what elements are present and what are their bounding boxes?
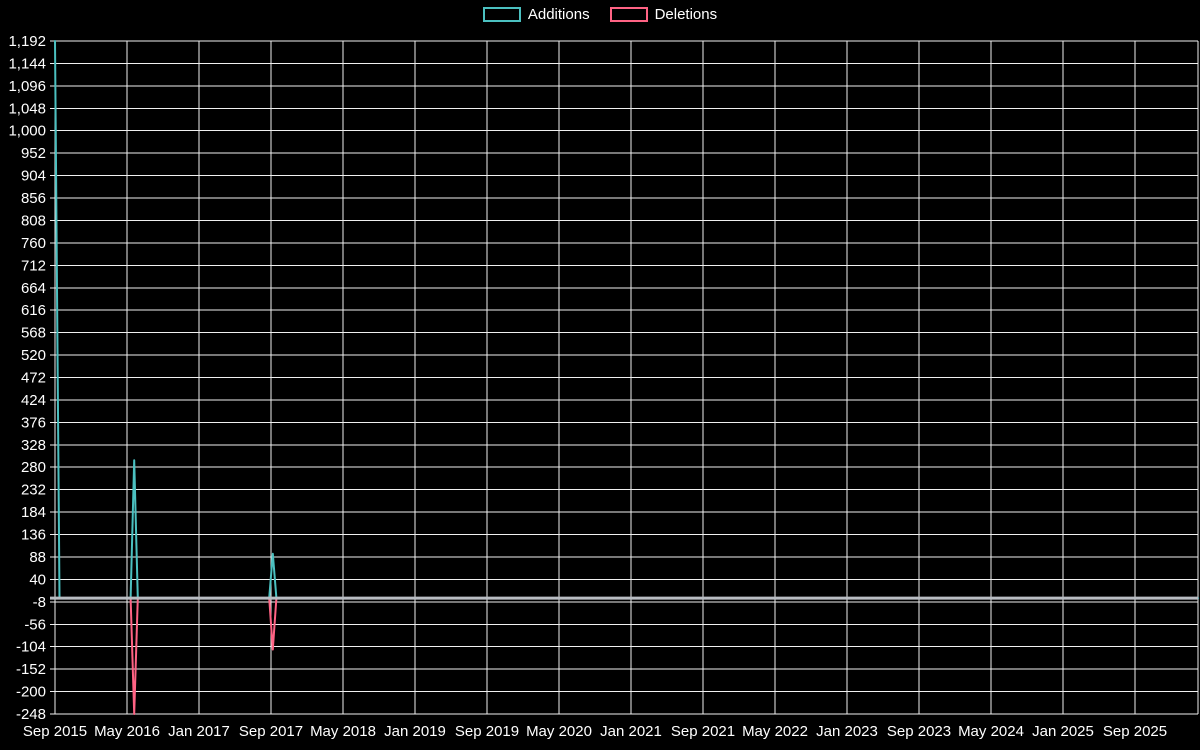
y-axis-tick-label: 1,096 bbox=[8, 78, 46, 95]
x-axis-tick-label: Sep 2025 bbox=[1103, 723, 1167, 740]
chart-legend: Additions Deletions bbox=[0, 7, 1200, 22]
y-axis-tick-label: -200 bbox=[16, 684, 46, 701]
y-axis-tick-label: 40 bbox=[29, 571, 46, 588]
y-axis-tick-label: 136 bbox=[21, 527, 46, 544]
y-axis-tick-label: 664 bbox=[21, 280, 46, 297]
y-axis-tick-label: 376 bbox=[21, 414, 46, 431]
y-axis-tick-label: 952 bbox=[21, 145, 46, 162]
x-axis-tick-label: Jan 2025 bbox=[1032, 723, 1094, 740]
x-axis-tick-label: Sep 2017 bbox=[239, 723, 303, 740]
y-axis-tick-label: 1,192 bbox=[8, 33, 46, 50]
y-axis-tick-label: -152 bbox=[16, 661, 46, 678]
x-axis-tick-label: Jan 2023 bbox=[816, 723, 878, 740]
y-axis-tick-label: 760 bbox=[21, 235, 46, 252]
deletions-swatch bbox=[609, 7, 648, 22]
y-axis-tick-label: 904 bbox=[21, 168, 46, 185]
y-axis-tick-label: -248 bbox=[16, 706, 46, 723]
y-axis-tick-label: 1,000 bbox=[8, 123, 46, 140]
y-axis-tick-label: -104 bbox=[16, 639, 46, 656]
y-axis-tick-label: 328 bbox=[21, 437, 46, 454]
deletions-legend-label: Deletions bbox=[654, 6, 718, 23]
y-axis-tick-label: 568 bbox=[21, 325, 46, 342]
y-axis-tick-label: 1,048 bbox=[8, 100, 46, 117]
y-axis-tick-label: 424 bbox=[21, 392, 46, 409]
y-axis-tick-label: 184 bbox=[21, 504, 46, 521]
y-axis-tick-label: 1,144 bbox=[8, 55, 46, 72]
legend-item-deletions[interactable]: Deletions bbox=[609, 6, 718, 23]
x-axis-tick-label: Sep 2015 bbox=[23, 723, 87, 740]
y-axis-tick-label: 808 bbox=[21, 212, 46, 229]
additions-line bbox=[54, 40, 1199, 600]
y-axis-tick-label: 616 bbox=[21, 302, 46, 319]
legend-item-additions[interactable]: Additions bbox=[482, 6, 590, 23]
x-axis-tick-label: Sep 2021 bbox=[671, 723, 735, 740]
x-axis-tick-label: May 2020 bbox=[526, 723, 592, 740]
x-axis-tick-label: Jan 2017 bbox=[168, 723, 230, 740]
y-axis-tick-label: -56 bbox=[24, 616, 46, 633]
y-axis-tick-label: -8 bbox=[33, 594, 46, 611]
y-axis-tick-label: 856 bbox=[21, 190, 46, 207]
x-axis-tick-label: Sep 2019 bbox=[455, 723, 519, 740]
y-axis-tick-label: 280 bbox=[21, 459, 46, 476]
y-axis-tick-label: 472 bbox=[21, 370, 46, 387]
x-axis-tick-label: May 2018 bbox=[310, 723, 376, 740]
additions-legend-label: Additions bbox=[527, 6, 590, 23]
additions-swatch bbox=[482, 7, 521, 22]
x-axis-tick-label: May 2016 bbox=[94, 723, 160, 740]
x-axis-tick-label: May 2022 bbox=[742, 723, 808, 740]
y-axis-tick-label: 520 bbox=[21, 347, 46, 364]
x-axis-tick-label: May 2024 bbox=[958, 723, 1024, 740]
x-axis-tick-label: Jan 2021 bbox=[600, 723, 662, 740]
y-axis-tick-label: 712 bbox=[21, 257, 46, 274]
x-axis-tick-label: Sep 2023 bbox=[887, 723, 951, 740]
y-axis-tick-label: 232 bbox=[21, 482, 46, 499]
y-axis-tick-label: 88 bbox=[29, 549, 46, 566]
x-axis-tick-label: Jan 2019 bbox=[384, 723, 446, 740]
deletions-line bbox=[54, 597, 1199, 715]
